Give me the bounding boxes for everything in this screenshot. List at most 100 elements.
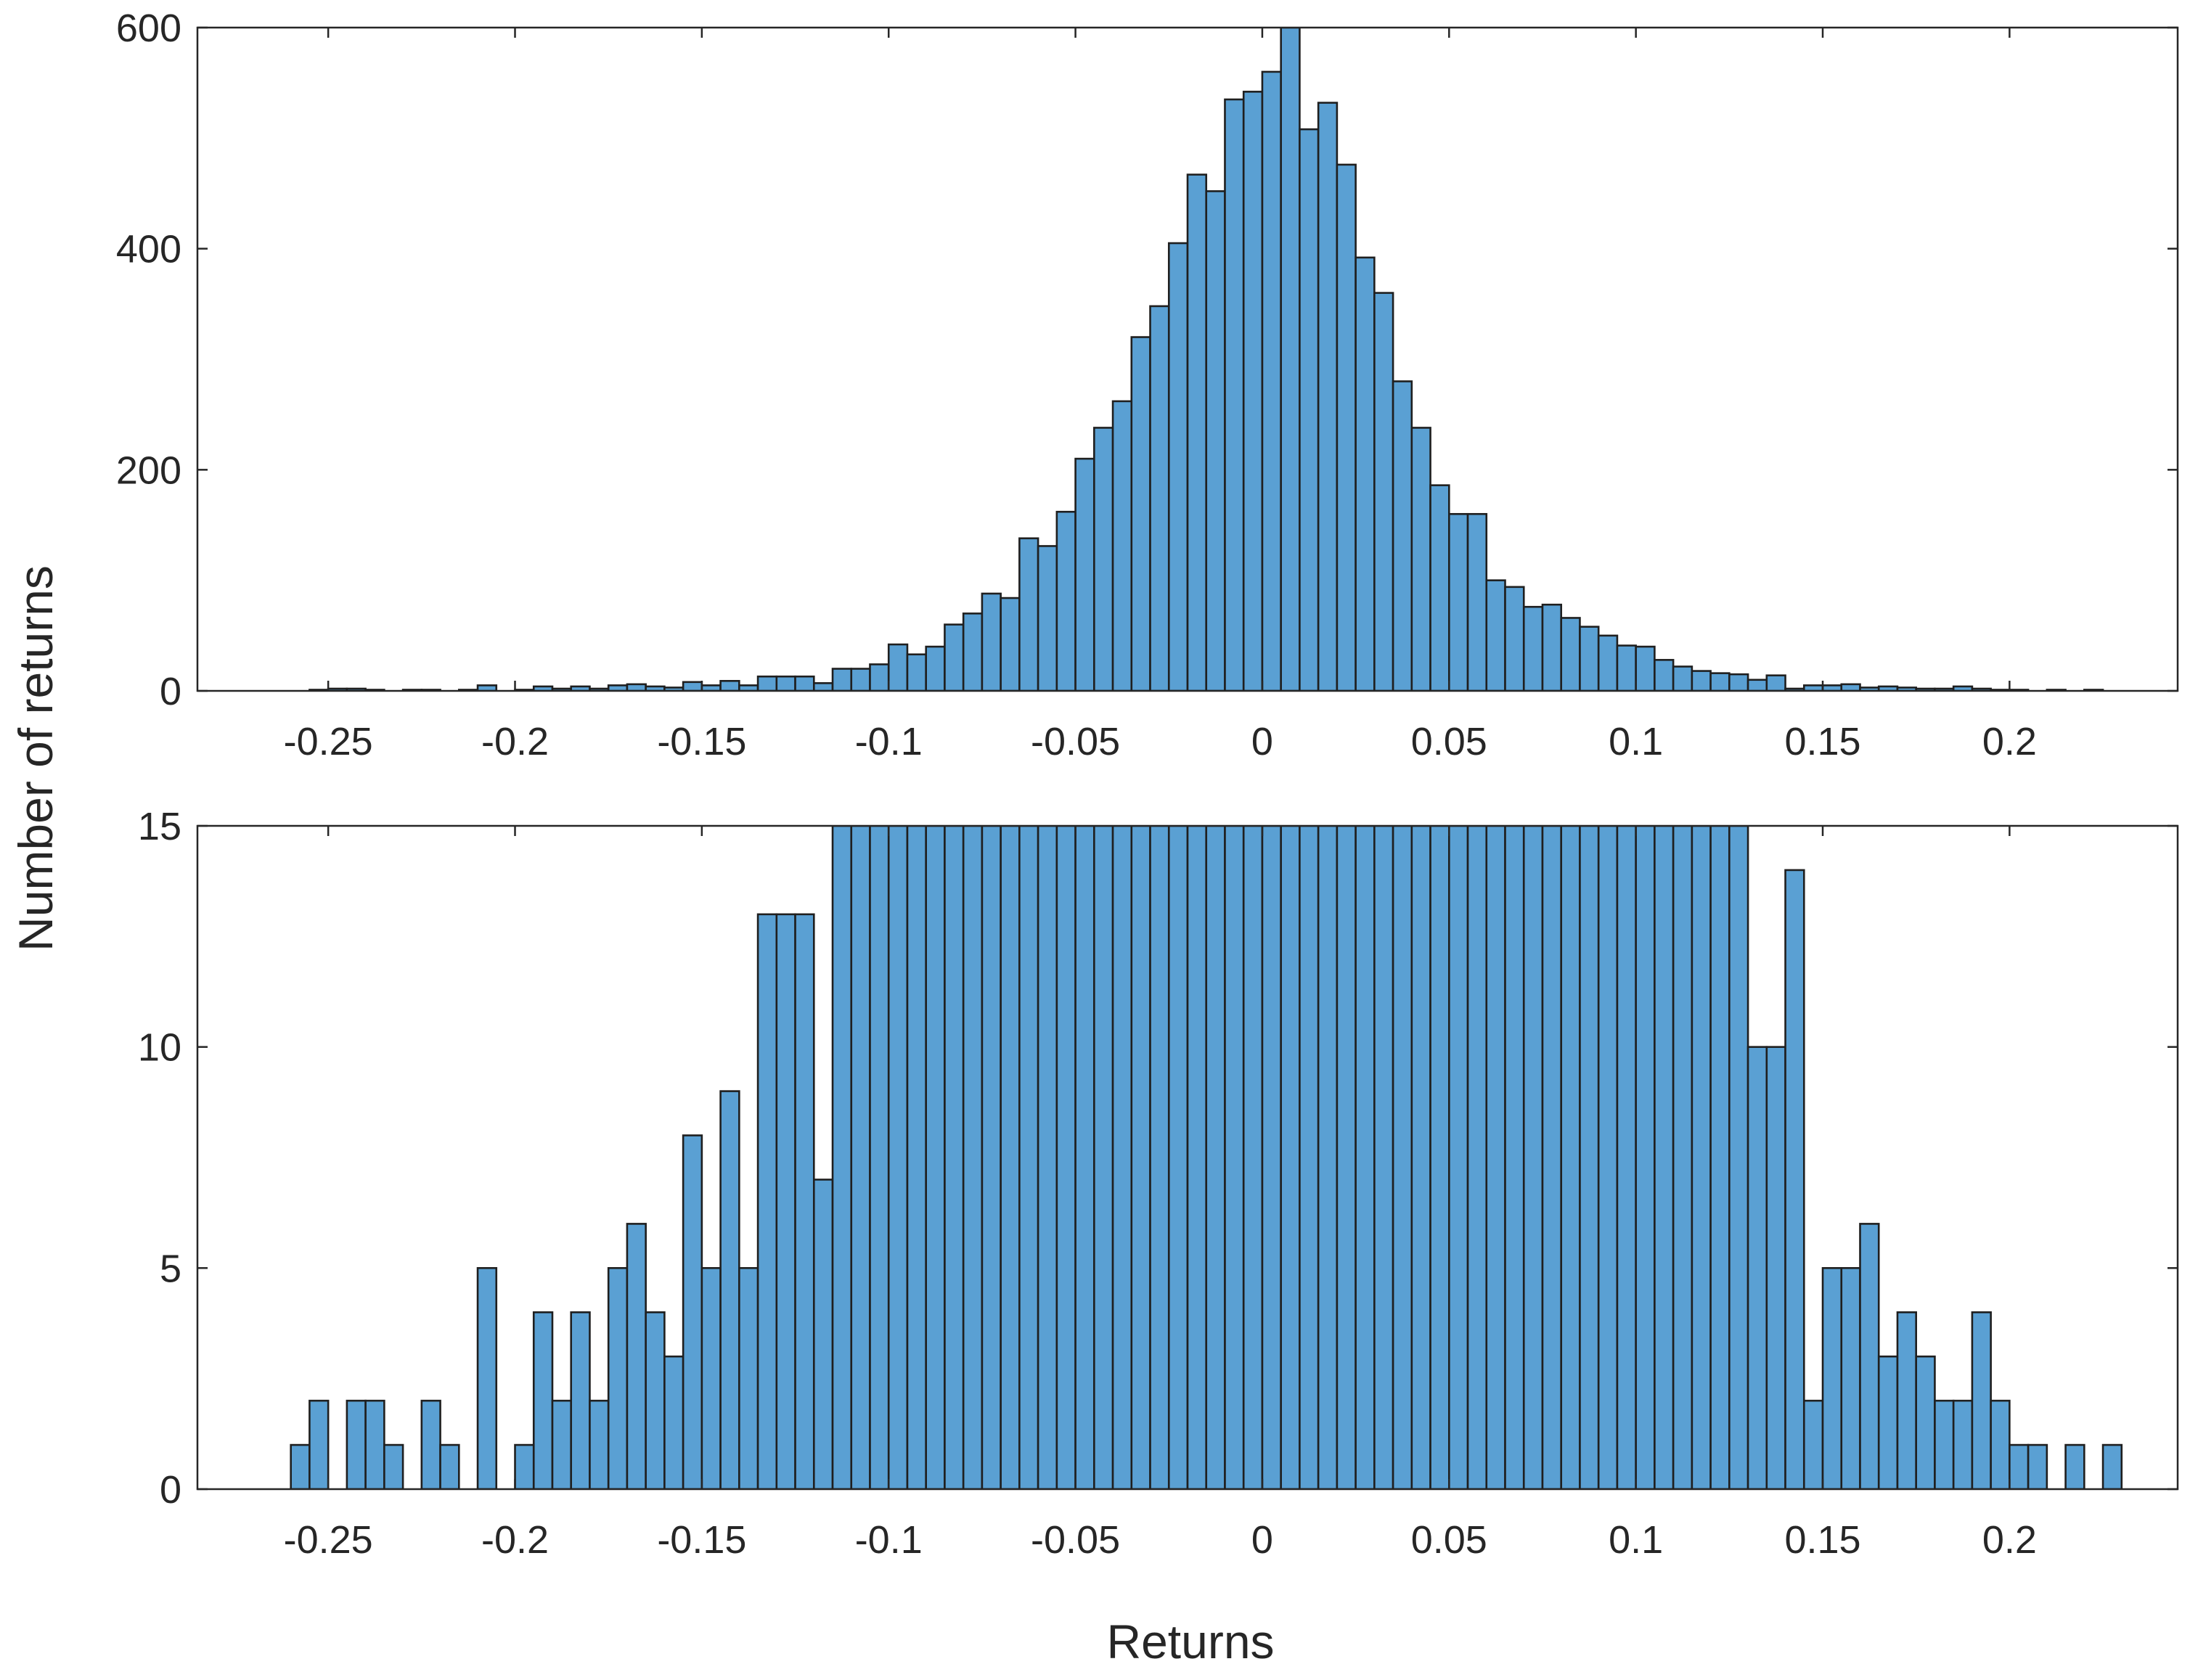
histogram-bar: [1018, 826, 1039, 1489]
histogram-bar: [1111, 400, 1133, 691]
histogram-bar: [1522, 826, 1544, 1489]
y-tick-label: 400: [116, 228, 181, 271]
histogram-bar: [1392, 380, 1413, 691]
histogram-bar: [1093, 826, 1114, 1489]
histogram-bar: [476, 1267, 498, 1489]
histogram-bar: [1336, 826, 1357, 1489]
histogram-bar: [1746, 1046, 1768, 1489]
x-tick-label: -0.05: [1031, 1518, 1120, 1562]
x-tick-label: 0.05: [1411, 1518, 1487, 1562]
histogram-bar: [1654, 826, 1675, 1489]
histogram-bar: [2064, 1443, 2085, 1489]
histogram-bar: [626, 683, 647, 691]
histogram-bar: [1205, 190, 1226, 691]
x-tick-label: 0.1: [1609, 720, 1663, 763]
histogram-bar: [1915, 1355, 1936, 1489]
histogram-bar: [1224, 98, 1245, 691]
histogram-bar: [756, 913, 778, 1489]
histogram-bar: [645, 1311, 666, 1489]
histogram-bar: [1373, 292, 1394, 691]
histogram-bar: [1466, 512, 1488, 691]
bars-top: [309, 28, 2104, 691]
histogram-bar: [1242, 826, 1264, 1489]
histogram-bar: [1859, 1223, 1880, 1489]
histogram-bar: [1616, 644, 1637, 691]
x-tick-label: -0.15: [657, 1518, 746, 1562]
histogram-bar: [1896, 1311, 1917, 1489]
x-tick-label: -0.05: [1031, 720, 1120, 763]
histogram-bar: [551, 1399, 573, 1489]
histogram-bar: [925, 645, 946, 691]
histogram-bar: [1597, 634, 1619, 691]
histogram-bar: [1149, 826, 1170, 1489]
x-tick-label: 0.15: [1784, 1518, 1860, 1562]
histogram-bar: [1541, 603, 1563, 691]
histogram-bar: [1167, 826, 1189, 1489]
histogram-bar: [1635, 826, 1656, 1489]
histogram-bar: [1317, 826, 1339, 1489]
histogram-bar: [1336, 163, 1357, 691]
histogram-bar: [1167, 242, 1189, 691]
histogram-bar: [962, 826, 984, 1489]
histogram-bar: [570, 1311, 591, 1489]
histogram-bar: [309, 1399, 330, 1489]
x-tick-label: -0.2: [481, 720, 549, 763]
histogram-bar: [1037, 826, 1058, 1489]
histogram-bar: [2009, 1443, 2030, 1489]
histogram-bar: [1355, 826, 1376, 1489]
histogram-bar: [1765, 674, 1786, 691]
histogram-bar: [1579, 826, 1600, 1489]
x-tick-label: 0.2: [1982, 1518, 2037, 1562]
histogram-bar: [439, 1443, 460, 1489]
histogram-bar: [1840, 1267, 1861, 1489]
histogram-bar: [1990, 1399, 2011, 1489]
histogram-bar: [1840, 683, 1861, 691]
x-tick-label: -0.1: [855, 1518, 923, 1562]
bottom-histogram-panel: -0.25 -0.2 -0.15 -0.1 -0.05 0 0.05 0.1 0.15 0.2 0 5…: [138, 805, 2179, 1562]
histogram-bar: [476, 684, 498, 691]
histogram-bar: [626, 1223, 647, 1489]
y-tick-label: 10: [138, 1026, 181, 1070]
histogram-bar: [1709, 672, 1731, 691]
histogram-bar: [887, 643, 909, 691]
histogram-bar: [1392, 826, 1413, 1489]
histogram-bar: [1149, 305, 1170, 691]
histogram-bar: [831, 668, 853, 691]
histogram-bar: [906, 826, 927, 1489]
y-tick-label: 600: [116, 7, 181, 50]
histogram-bar: [1055, 826, 1076, 1489]
histogram-bar: [1055, 510, 1076, 691]
histogram-bar: [1746, 679, 1768, 691]
x-tick-label: -0.25: [284, 720, 373, 763]
histogram-bar: [1635, 645, 1656, 691]
histogram-bar: [1130, 826, 1151, 1489]
histogram-bar: [346, 1399, 367, 1489]
histogram-bar: [1000, 597, 1021, 691]
histogram-bar: [1299, 826, 1320, 1489]
histogram-bar: [719, 679, 740, 691]
histogram-bar: [420, 1399, 441, 1489]
histogram-bar: [1242, 91, 1264, 691]
histogram-bar: [1224, 826, 1245, 1489]
histogram-bar: [1280, 826, 1301, 1489]
histogram-bar: [682, 1134, 703, 1489]
histogram-bar: [775, 675, 796, 691]
histogram-bar: [850, 826, 871, 1489]
histogram-bar: [1317, 102, 1339, 691]
histogram-bar: [1971, 1311, 1992, 1489]
x-tick-label: -0.2: [481, 1518, 549, 1562]
x-tick-label: 0.15: [1784, 720, 1860, 763]
histogram-bar: [1597, 826, 1619, 1489]
x-tick-label: -0.1: [855, 720, 923, 763]
histogram-bar: [1373, 826, 1394, 1489]
histogram-bar: [1111, 826, 1133, 1489]
histogram-bar: [1205, 826, 1226, 1489]
x-axis-label: Returns: [1106, 1615, 1274, 1668]
x-tick-label: 0.05: [1411, 720, 1487, 763]
histogram-bar: [794, 913, 815, 1489]
histogram-bar: [1728, 673, 1749, 691]
histogram-bar: [1410, 826, 1431, 1489]
histogram-bar: [1784, 869, 1805, 1489]
bars-bottom: [290, 826, 2123, 1489]
